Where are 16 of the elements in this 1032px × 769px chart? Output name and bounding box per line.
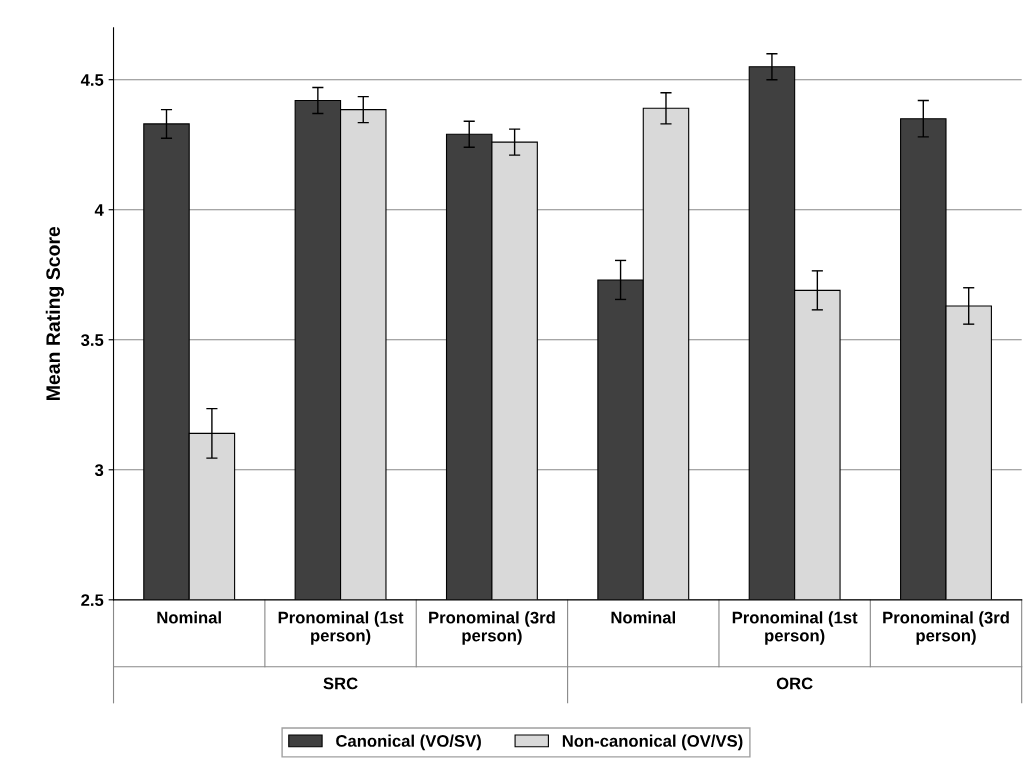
y-tick-label: 4 — [94, 204, 104, 216]
y-tick-label: 3 — [94, 464, 104, 477]
x-tick-label: Pronominal (3rd person) — [883, 611, 1009, 645]
legend-label: Non-canonical (OV/VS) — [562, 734, 743, 751]
x-tick-label: Pronominal (1st person) — [732, 611, 858, 645]
y-tick-label: 4.5 — [80, 74, 104, 86]
text: ORC — [776, 677, 813, 690]
y-tick-label: 2.5 — [81, 594, 104, 607]
legend-label: Canonical (VO/SV) — [336, 734, 481, 751]
x-tick-label: Nominal — [157, 611, 221, 624]
x-tick-label: Nominal — [611, 611, 675, 624]
x-tick-label: Pronominal (3rd person) — [429, 611, 555, 645]
text: SRC — [323, 677, 358, 690]
x-tick-label: Pronominal (1st person) — [278, 611, 404, 645]
y-axis-title: Mean Rating Score — [45, 226, 64, 400]
y-tick-label: 3.5 — [81, 334, 104, 346]
